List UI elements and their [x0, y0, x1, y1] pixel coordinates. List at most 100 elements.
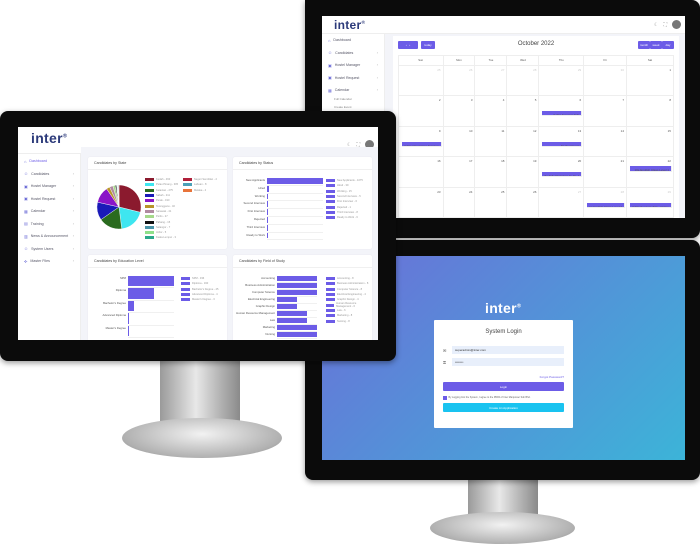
bar[interactable]	[277, 283, 317, 288]
calendar-event[interactable]: 10a English Class Level 1	[630, 166, 672, 173]
day-cell[interactable]: 28 1p English Class Level 2	[584, 187, 628, 218]
day-cell[interactable]: 23	[399, 187, 444, 218]
bar[interactable]	[277, 332, 317, 337]
view-month-button[interactable]: month	[638, 41, 650, 49]
bar[interactable]	[128, 300, 135, 312]
day-cell[interactable]: 15	[627, 126, 674, 158]
today-button[interactable]: today	[421, 41, 435, 49]
day-cell[interactable]: 10	[443, 126, 476, 158]
day-cell[interactable]: 14	[584, 126, 628, 158]
day-cell[interactable]: 26	[507, 187, 540, 218]
password-field[interactable]: ⚿ ••••••••	[443, 358, 564, 366]
day-cell[interactable]: 4	[475, 96, 508, 127]
legend-item: Electrical Engineering - 4	[326, 292, 366, 297]
sidebar-item-system-users[interactable]: ☺ System Users ›	[18, 243, 80, 256]
day-cell[interactable]: 19	[507, 157, 540, 188]
theme-icon[interactable]: ☾	[654, 21, 659, 28]
view-day-button[interactable]: day	[662, 41, 674, 49]
sidebar-item-hostel-request[interactable]: ▣ Hostel Request ›	[322, 72, 384, 85]
calendar-event[interactable]: 9:30a Seminar Talk	[542, 111, 583, 117]
prev-next-buttons[interactable]: ‹ ›	[398, 41, 418, 49]
sidebar-item-hostel-manager[interactable]: ▣ Hostel Manager ›	[322, 59, 384, 72]
bar[interactable]	[128, 288, 154, 299]
day-cell[interactable]: 5	[507, 96, 540, 127]
day-cell[interactable]: 9 3:30a Orientation Training	[399, 126, 444, 158]
bar[interactable]	[277, 304, 297, 309]
sidebar-item-dashboard[interactable]: ⌂ Dashboard	[322, 34, 384, 47]
create-application-button[interactable]: Create An Application	[443, 403, 564, 412]
day-cell[interactable]: 29	[539, 66, 585, 97]
sidebar-item-hostel-request[interactable]: ▣ Hostel Request ›	[18, 193, 80, 206]
day-cell[interactable]: 12	[507, 126, 540, 158]
day-cell[interactable]: 8	[627, 96, 674, 127]
day-cell[interactable]: 3	[443, 96, 476, 127]
fullscreen-icon[interactable]: ⛶	[356, 141, 360, 148]
bar[interactable]	[277, 311, 307, 316]
bar[interactable]	[267, 178, 323, 184]
consent-checkbox[interactable]	[443, 396, 447, 400]
day-cell[interactable]: 13 8a Test Event	[539, 126, 585, 158]
bar[interactable]	[267, 193, 268, 200]
day-cell[interactable]: 21	[584, 157, 628, 188]
pie-slice-kedah[interactable]	[118, 184, 142, 213]
day-cell[interactable]: 16	[399, 157, 444, 188]
bar[interactable]	[267, 185, 270, 192]
sidebar-subitem[interactable]: Create Event	[334, 104, 352, 109]
sidebar-item-calendar[interactable]: ▦ Calendar ›	[322, 84, 384, 97]
avatar[interactable]	[672, 20, 681, 29]
bar[interactable]	[267, 217, 268, 223]
day-cell[interactable]: 18	[475, 157, 508, 188]
calendar-event[interactable]: 1p English Class Level 2	[587, 202, 626, 208]
day-cell[interactable]: 30	[584, 66, 628, 97]
sidebar-item-candidates[interactable]: ☺ Candidates ›	[18, 168, 80, 181]
day-cell[interactable]: 11	[475, 126, 508, 158]
bar[interactable]	[128, 325, 129, 336]
day-cell[interactable]: 28	[507, 66, 540, 97]
login-button[interactable]: Login	[443, 382, 564, 391]
calendar-event[interactable]: 3:30a Seminar Talk - Online	[630, 202, 672, 208]
day-cell[interactable]: 26	[443, 66, 476, 97]
bar[interactable]	[267, 201, 268, 208]
bar[interactable]	[267, 224, 268, 231]
sidebar-subitem[interactable]: Full Calendar	[334, 96, 352, 101]
bar[interactable]	[277, 318, 307, 323]
fullscreen-icon[interactable]: ⛶	[663, 21, 667, 28]
day-cell[interactable]: 25	[475, 187, 508, 218]
bar[interactable]	[128, 313, 129, 324]
day-cell[interactable]: 25	[399, 66, 444, 97]
card-title: Candidates by State	[88, 157, 227, 170]
email-field[interactable]: ✉ superadmin@inter.com	[443, 346, 564, 354]
sidebar-item-candidates[interactable]: ☺ Candidates ›	[322, 47, 384, 60]
theme-icon[interactable]: ☾	[347, 141, 352, 148]
sidebar-item-training[interactable]: ▤ Training ›	[18, 218, 80, 231]
sidebar-item-dashboard[interactable]: ⌂ Dashboard	[18, 155, 80, 168]
day-cell[interactable]: 6 9:30a Seminar Talk	[539, 96, 585, 127]
bar[interactable]	[277, 276, 317, 281]
calendar-event[interactable]: 3:30a Orientation Training	[402, 141, 442, 147]
bar[interactable]	[267, 209, 268, 215]
day-cell[interactable]: 7	[584, 96, 628, 127]
day-cell[interactable]: 2	[399, 96, 444, 127]
forgot-password-link[interactable]: Forgot Password?	[539, 375, 564, 379]
bar[interactable]	[267, 232, 268, 239]
bar[interactable]	[128, 276, 174, 287]
avatar[interactable]	[365, 140, 374, 149]
day-cell[interactable]: 27	[475, 66, 508, 97]
day-cell[interactable]: 17	[443, 157, 476, 188]
day-cell[interactable]: 20 8a Talk Workshop by Dr. J	[539, 157, 585, 188]
calendar-event[interactable]: 8a Test Event	[542, 141, 583, 147]
day-cell[interactable]: 1	[627, 66, 674, 97]
day-cell[interactable]: 22 10a English Class Level 1	[627, 157, 674, 188]
day-cell[interactable]: 24	[443, 187, 476, 218]
calendar-event[interactable]: 8a Talk Workshop by Dr. J	[542, 172, 583, 178]
bar[interactable]	[277, 290, 317, 295]
sidebar-item-calendar[interactable]: ▦ Calendar ›	[18, 205, 80, 218]
sidebar-item-news-announcement[interactable]: ▥ News & Announcement ›	[18, 230, 80, 243]
sidebar-item-hostel-manager[interactable]: ▣ Hostel Manager ›	[18, 180, 80, 193]
sidebar-item-master-files[interactable]: ✣ Master Files ›	[18, 255, 80, 268]
view-week-button[interactable]: week	[650, 41, 662, 49]
day-cell[interactable]: 27	[539, 187, 585, 218]
bar[interactable]	[277, 325, 317, 330]
bar[interactable]	[277, 297, 297, 302]
day-cell[interactable]: 29 3:30a Seminar Talk - Online	[627, 187, 674, 218]
